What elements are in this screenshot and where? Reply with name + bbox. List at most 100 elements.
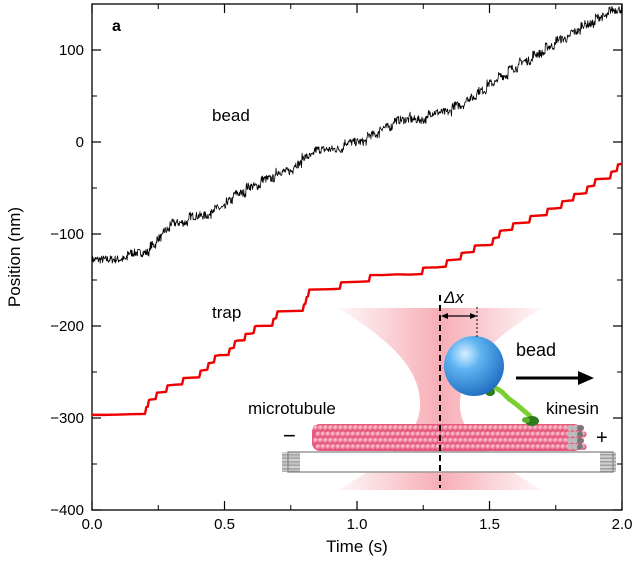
delta-x-label: Δx [443,288,464,307]
tubulin-subunit [487,424,495,432]
tubulin-subunit [500,431,507,438]
tubulin-subunit [342,437,350,444]
tubulin-subunit [470,431,477,438]
delta-x-arrow-head-right [470,313,477,319]
tubulin-subunit [477,424,485,432]
tubulin-cap-subunit [577,443,583,450]
tubulin-cap-subunit [572,431,578,438]
x-tick-label: 1.5 [479,516,500,533]
tubulin-subunit [522,424,530,432]
tubulin-subunit [355,431,362,438]
tubulin-subunit [397,437,405,444]
tubulin-subunit [527,437,535,444]
tubulin-subunit [505,431,512,438]
tubulin-subunit [430,431,437,438]
tubulin-subunit [362,424,370,432]
tubulin-subunit [392,424,400,432]
tubulin-subunit [352,437,360,444]
tubulin-subunit [312,437,320,444]
tubulin-subunit [482,424,490,432]
tubulin-subunit [372,424,380,432]
tubulin-subunit [345,431,352,438]
tubulin-subunit [535,443,542,450]
tubulin-subunit [537,424,545,432]
tubulin-subunit [450,443,457,450]
tubulin-subunit [372,437,380,444]
tubulin-subunit [317,437,325,444]
x-tick-label: 0.0 [82,516,103,533]
tubulin-subunit [487,437,495,444]
tubulin-subunit [467,437,475,444]
tubulin-subunit [392,437,400,444]
tubulin-subunit [507,424,515,432]
series-line-bead [91,5,623,264]
tubulin-subunit [367,424,375,432]
bead [444,336,504,396]
tubulin-subunit [425,443,432,450]
tubulin-subunit [532,437,540,444]
kinesin-stalk [490,383,533,419]
tubulin-subunit [420,443,427,450]
tubulin-subunit [315,443,322,450]
tubulin-subunit [400,431,407,438]
tubulin-subunit [415,443,422,450]
tubulin-subunit [355,443,362,450]
tubulin-subunit [447,437,455,444]
tubulin-subunit [440,443,447,450]
tubulin-subunit [390,431,397,438]
motion-arrow-head [578,371,594,385]
tubulin-subunit [530,431,537,438]
tubulin-subunit [545,443,552,450]
kinesin-assay-schematic: − + microtubule kinesin bead Δx [248,288,616,490]
tubulin-subunit [542,424,550,432]
tubulin-subunit [480,431,487,438]
tubulin-subunit [512,424,520,432]
tubulin-subunit [412,424,420,432]
tubulin-subunit [417,424,425,432]
tubulin-subunit [397,424,405,432]
tubulin-subunit [540,431,547,438]
tubulin-subunit [442,437,450,444]
tubulin-subunit [462,424,470,432]
tubulin-subunit [410,431,417,438]
tubulin-subunit [317,424,325,432]
tubulin-subunit [510,431,517,438]
tubulin-subunit [360,443,367,450]
tubulin-subunit [507,437,515,444]
tubulin-subunit [407,437,415,444]
y-tick-label: 0 [76,134,84,151]
tubulin-subunit [485,431,492,438]
tubulin-subunit [425,431,432,438]
tubulin-subunit [320,431,327,438]
tubulin-subunit [382,437,390,444]
tubulin-subunit [447,424,455,432]
tubulin-subunit [495,431,502,438]
x-tick-label: 2.0 [612,516,633,533]
tubulin-subunit [402,424,410,432]
tubulin-subunit [525,431,532,438]
tubulin-subunit [325,443,332,450]
tubulin-cap-subunit [572,443,578,450]
tubulin-subunit [315,431,322,438]
x-tick-label: 1.0 [347,516,368,533]
tubulin-subunit [515,443,522,450]
tubulin-subunit [465,443,472,450]
tubulin-subunit [375,443,382,450]
tubulin-subunit [505,443,512,450]
tubulin-subunit [490,431,497,438]
tubulin-subunit [385,443,392,450]
delta-x-arrow-head-left [441,313,448,319]
tubulin-cap-subunit [572,425,578,431]
tubulin-subunit [322,424,330,432]
tubulin-subunit [467,424,475,432]
tubulin-subunit [412,437,420,444]
tubulin-subunit [445,443,452,450]
tubulin-subunit [495,443,502,450]
tubulin-subunit [490,443,497,450]
tubulin-subunit [405,431,412,438]
tubulin-subunit [350,443,357,450]
tubulin-subunit [440,431,447,438]
tubulin-subunit [370,443,377,450]
tubulin-subunit [380,443,387,450]
